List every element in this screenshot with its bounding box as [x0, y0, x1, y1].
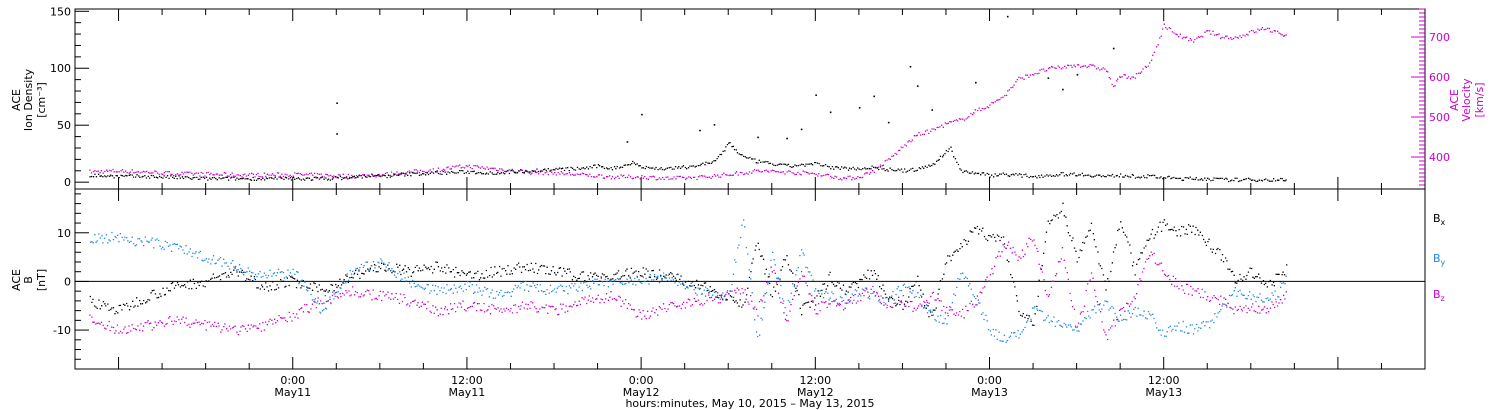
density-outlier-point [1112, 47, 1115, 50]
velocity-series [89, 23, 1287, 181]
velocity-tick-label: 600 [1429, 71, 1450, 84]
time-tick-label: 0:00 [629, 374, 654, 387]
time-tick-label: 0:00 [280, 374, 305, 387]
time-tick-label: 12:00 [451, 374, 483, 387]
velocity-tick-label: 500 [1429, 111, 1450, 124]
field-axis-title-line-3: [nT] [35, 269, 48, 291]
field-panel-data [89, 202, 1288, 343]
legend-entry-y: By [1433, 252, 1446, 267]
density-outlier-point [873, 95, 875, 98]
velocity-axis-title-line-2: Velocity [1460, 78, 1473, 122]
field-axis-title: ACE B [nT] [10, 269, 48, 291]
density-outlier-point [909, 65, 912, 68]
density-outlier-point [800, 128, 803, 131]
density-outlier-point [713, 124, 716, 126]
time-axis-ticks: 0:00May1112:00May110:00May1212:00May120:… [74, 9, 1426, 399]
density-tick-label: 50 [57, 119, 71, 132]
date-tick-label: May11 [274, 386, 311, 399]
density-axis-title-line-1: ACE [10, 89, 23, 111]
density-tick-label: 100 [50, 62, 71, 75]
field-panel-frame [74, 188, 1426, 370]
density-outlier-point [699, 129, 701, 132]
density-outlier-point [931, 109, 934, 111]
density-outlier-point [1047, 77, 1050, 79]
velocity-axis-title: ACE Velocity [km/s] [1448, 78, 1486, 122]
density-outlier-point [887, 121, 890, 124]
density-outlier-point [641, 113, 643, 116]
date-tick-label: May12 [623, 386, 660, 399]
density-outlier-point [757, 136, 759, 139]
density-outlier-point [815, 94, 817, 97]
density-axis-title-line-3: [cm⁻³] [35, 82, 48, 118]
time-tick-label: 12:00 [1148, 374, 1180, 387]
density-outlier-point [916, 85, 919, 87]
time-tick-label: 0:00 [977, 374, 1002, 387]
velocity-tick-label: 700 [1429, 31, 1450, 44]
density-tick-label: 150 [50, 5, 71, 18]
legend-entry-z: Bz [1433, 288, 1445, 303]
field-tick-label: -10 [53, 324, 71, 337]
density-axis-title-line-2: Ion Density [22, 68, 35, 131]
density-outlier-point [975, 81, 977, 84]
density-outlier-point [1006, 15, 1009, 18]
plasma-panel-frame [74, 8, 1426, 190]
density-outlier-point [1062, 88, 1064, 91]
date-tick-label: May11 [449, 386, 486, 399]
density-outlier-point [336, 133, 338, 135]
density-outlier-point [1076, 73, 1079, 76]
field-axis-title-line-1: ACE [10, 269, 23, 291]
density-axis-title: ACE Ion Density [cm⁻³] [10, 68, 48, 131]
density-outlier-point [786, 137, 788, 140]
velocity-tick-label: 400 [1429, 151, 1450, 164]
bz-series [89, 237, 1287, 341]
density-outlier-point [626, 141, 629, 143]
density-tick-label: 0 [64, 176, 71, 189]
date-tick-label: May13 [971, 386, 1008, 399]
date-tick-label: May12 [797, 386, 834, 399]
density-outlier-point [829, 111, 832, 114]
density-outlier-point [858, 106, 861, 109]
legend-entry-x: Bx [1433, 212, 1446, 227]
velocity-axis-title-line-3: [km/s] [1473, 82, 1486, 117]
plasma-panel-data [89, 15, 1287, 183]
time-tick-label: 12:00 [799, 374, 831, 387]
time-axis-title: hours:minutes, May 10, 2015 – May 13, 20… [625, 397, 874, 410]
field-panel-ticks: -10 0 10 [53, 193, 89, 370]
date-tick-label: May13 [1145, 386, 1182, 399]
density-outlier-point [336, 102, 338, 105]
velocity-axis-title-line-1: ACE [1448, 89, 1461, 111]
field-tick-label: 0 [64, 275, 71, 288]
density-series [89, 141, 1287, 183]
field-tick-label: 10 [57, 227, 71, 240]
field-legend: Bx By Bz [1433, 212, 1446, 303]
field-axis-title-line-2: B [22, 276, 35, 284]
bx-series [89, 202, 1288, 327]
plasma-panel-ticks: 0 50 100 150 400 500 600 700 [50, 5, 1450, 189]
by-series [89, 219, 1287, 343]
